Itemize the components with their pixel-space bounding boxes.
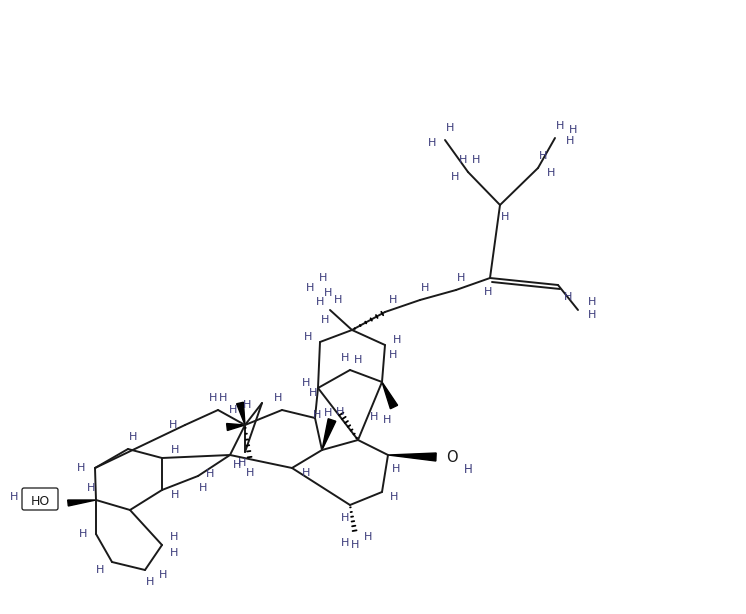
Text: H: H — [389, 350, 397, 360]
Text: H: H — [170, 532, 178, 542]
Text: H: H — [321, 315, 329, 325]
Text: H: H — [79, 529, 87, 539]
Text: H: H — [309, 388, 317, 398]
Text: H: H — [390, 492, 398, 502]
Text: H: H — [159, 570, 167, 580]
Text: H: H — [170, 548, 178, 558]
Text: H: H — [501, 212, 510, 222]
Text: H: H — [219, 393, 228, 403]
Text: H: H — [556, 121, 564, 131]
Text: H: H — [341, 353, 349, 363]
Text: H: H — [471, 155, 480, 165]
Text: H: H — [451, 172, 460, 182]
Text: H: H — [302, 378, 310, 388]
Text: H: H — [304, 332, 312, 342]
Text: H: H — [306, 283, 314, 293]
Text: H: H — [383, 415, 391, 425]
Text: H: H — [484, 287, 492, 297]
Text: H: H — [564, 292, 572, 302]
Text: H: H — [313, 410, 322, 420]
Text: H: H — [171, 445, 179, 455]
Text: H: H — [457, 273, 466, 283]
Text: H: H — [336, 407, 344, 417]
Text: H: H — [209, 393, 217, 403]
Polygon shape — [322, 419, 336, 450]
Text: H: H — [238, 458, 246, 468]
Text: H: H — [389, 295, 397, 305]
Polygon shape — [227, 424, 245, 430]
Text: H: H — [229, 405, 237, 415]
Text: H: H — [77, 463, 85, 473]
Text: H: H — [351, 540, 359, 550]
Text: H: H — [302, 468, 310, 478]
Text: H: H — [539, 151, 547, 161]
Text: H: H — [393, 335, 401, 345]
Text: H: H — [588, 310, 596, 320]
Text: H: H — [341, 538, 349, 548]
Text: H: H — [459, 155, 467, 165]
Text: H: H — [463, 462, 472, 475]
Polygon shape — [236, 402, 245, 425]
Text: H: H — [145, 577, 154, 587]
Polygon shape — [382, 382, 398, 409]
Text: H: H — [324, 408, 332, 418]
Text: H: H — [95, 565, 104, 575]
Text: H: H — [233, 460, 241, 470]
Text: H: H — [171, 490, 179, 500]
Text: H: H — [316, 297, 325, 307]
Text: H: H — [568, 125, 577, 135]
Text: HO: HO — [31, 494, 50, 508]
Text: H: H — [242, 400, 251, 410]
Text: H: H — [392, 464, 400, 474]
Text: H: H — [354, 355, 363, 365]
Text: H: H — [10, 492, 18, 502]
Text: H: H — [274, 393, 282, 403]
Text: H: H — [246, 468, 254, 478]
Text: O: O — [446, 449, 458, 465]
Text: H: H — [324, 288, 332, 298]
Text: H: H — [364, 532, 372, 542]
Text: H: H — [421, 283, 429, 293]
Text: H: H — [333, 295, 342, 305]
Text: H: H — [87, 483, 95, 493]
Text: H: H — [565, 136, 574, 146]
Text: H: H — [169, 420, 178, 430]
Text: H: H — [547, 168, 555, 178]
Text: H: H — [206, 469, 214, 479]
Text: H: H — [427, 138, 436, 148]
FancyBboxPatch shape — [22, 488, 58, 510]
Text: H: H — [129, 432, 137, 442]
Text: H: H — [319, 273, 327, 283]
Text: H: H — [370, 412, 378, 422]
Text: H: H — [588, 297, 596, 307]
Text: H: H — [446, 123, 454, 133]
Polygon shape — [388, 453, 436, 461]
Text: H: H — [199, 483, 207, 493]
Text: H: H — [341, 513, 349, 523]
Polygon shape — [68, 500, 96, 506]
